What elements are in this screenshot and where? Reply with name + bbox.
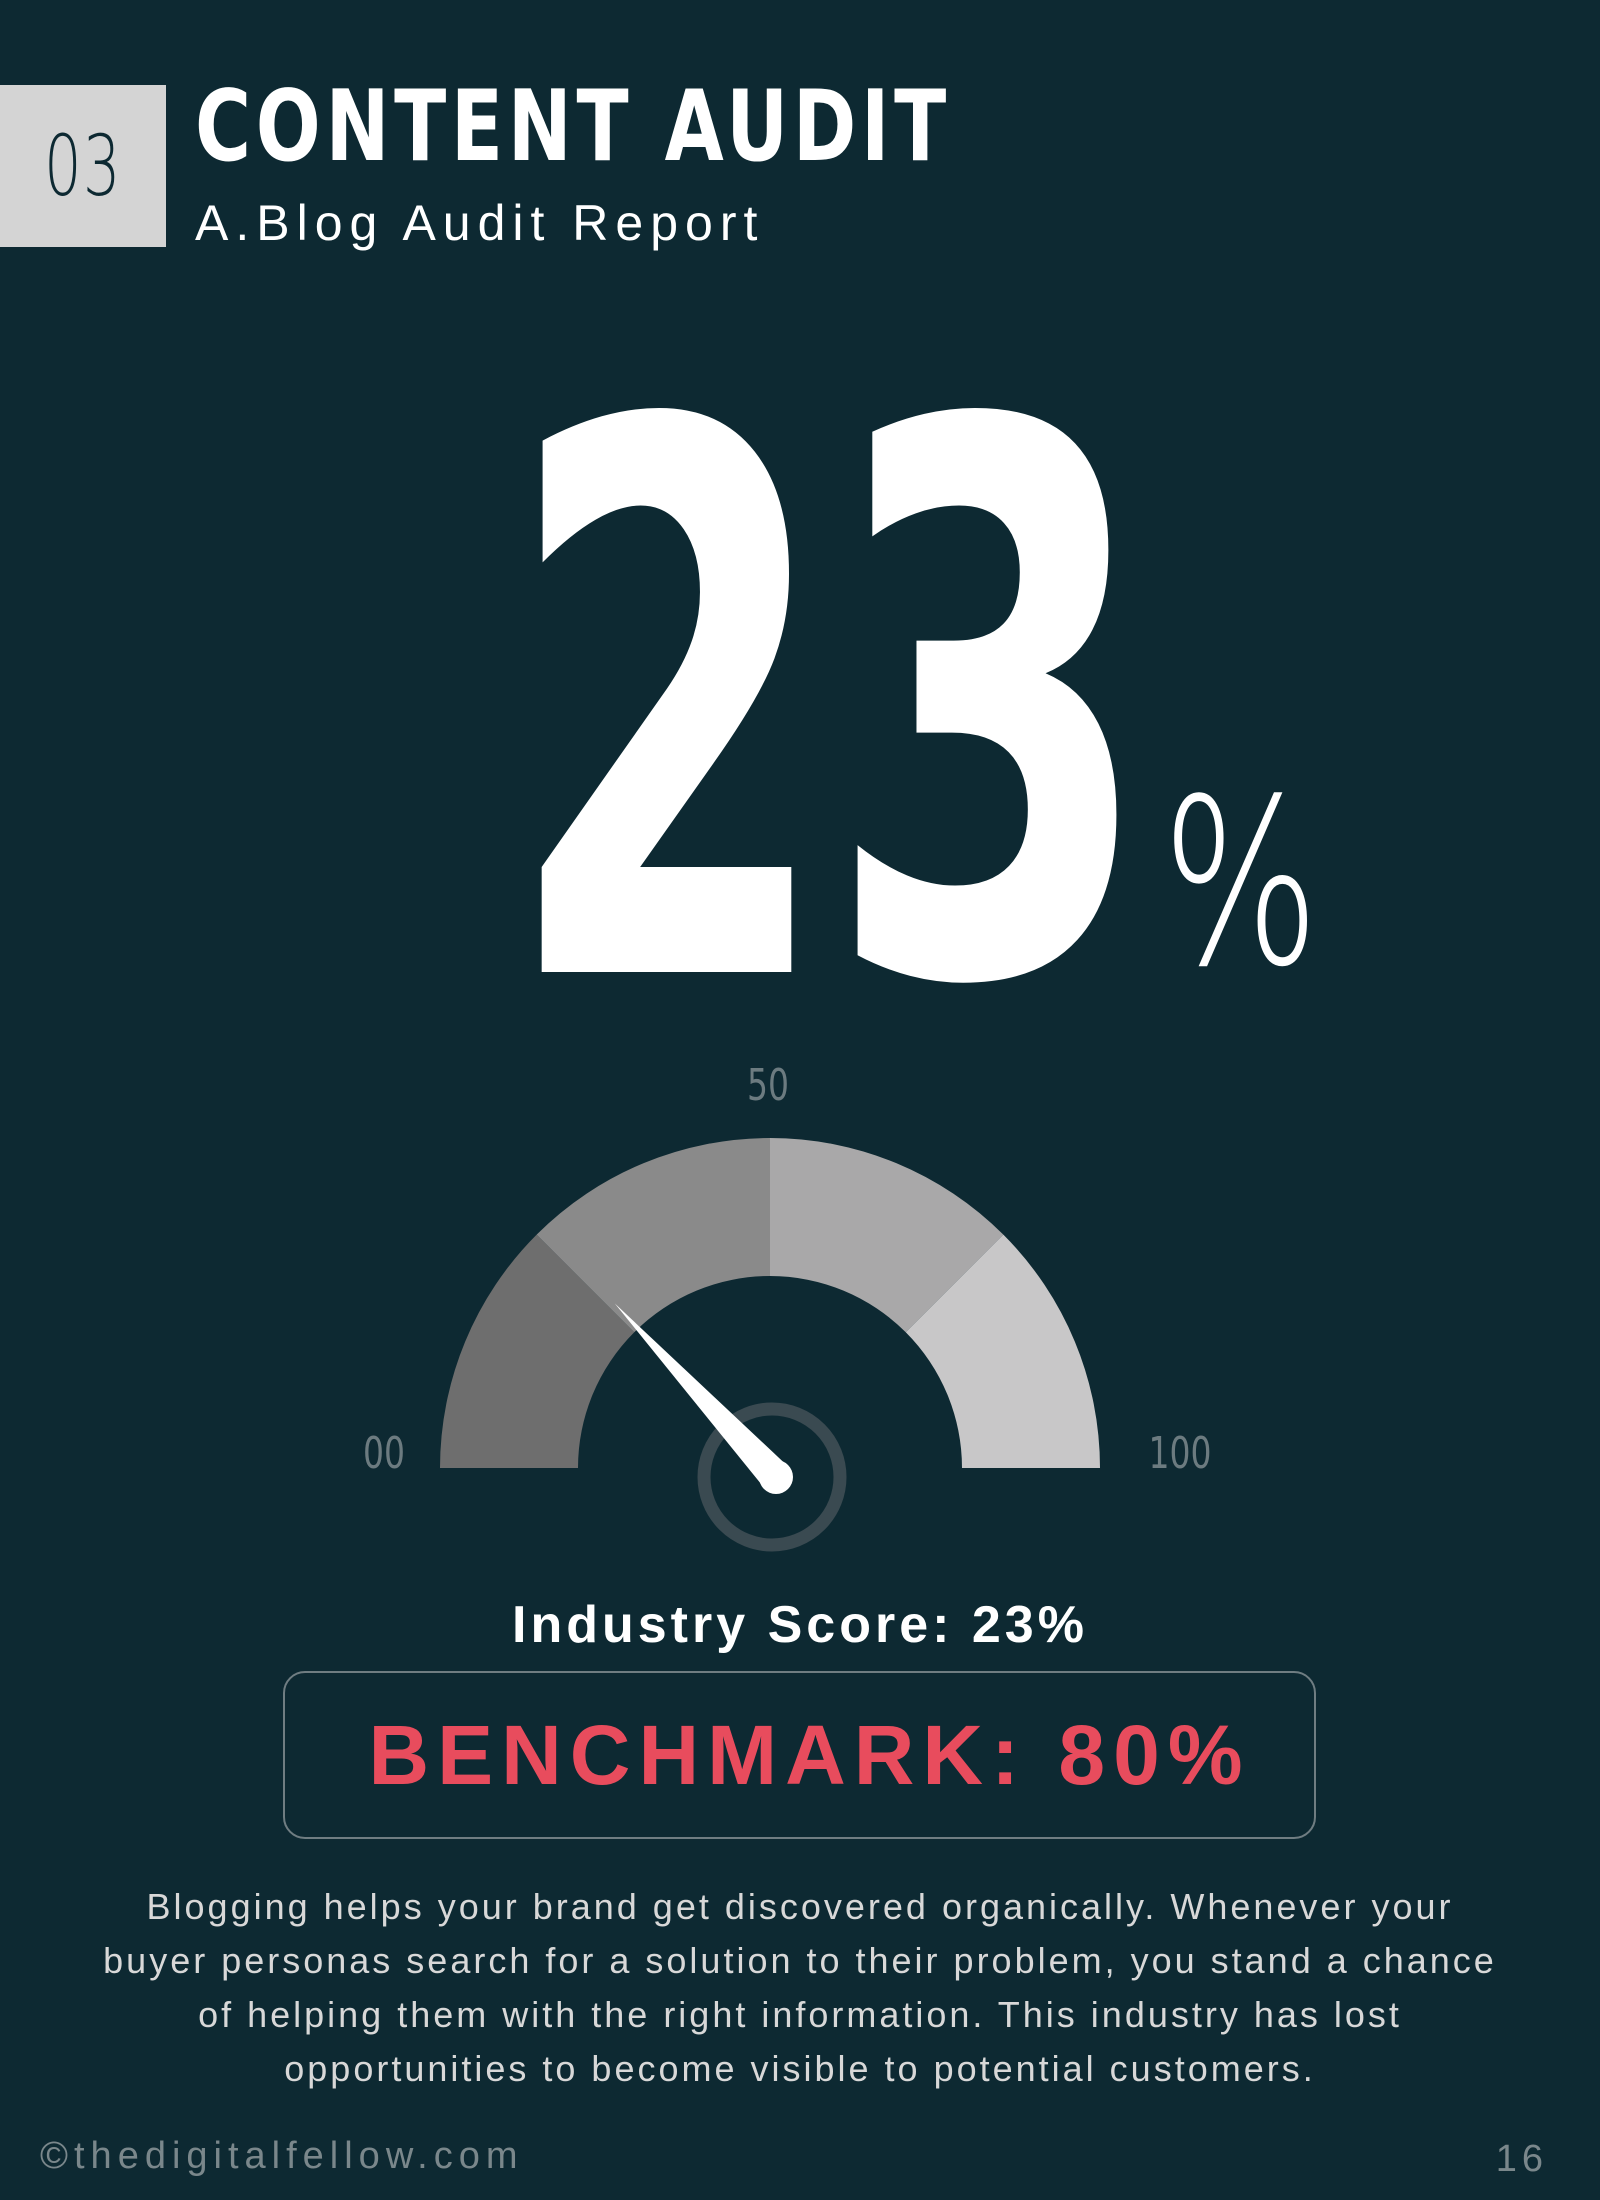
gauge-segment-2 [536, 1138, 770, 1333]
body-line: buyer personas search for a solution to … [103, 1940, 1497, 1981]
footer-copyright: ©thedigitalfellow.com [40, 2135, 524, 2177]
section-number: 03 [44, 117, 122, 215]
page-number: 16 [1495, 2138, 1548, 2180]
body-line: opportunities to become visible to poten… [284, 2048, 1316, 2089]
industry-score: Industry Score: 23% [512, 1596, 1088, 1654]
gauge-hub-ring [697, 1402, 847, 1552]
benchmark-label: BENCHMARK: 80% [368, 1707, 1251, 1802]
gauge-segments [440, 1138, 1100, 1468]
body-line: of helping them with the right informati… [198, 1994, 1402, 2035]
gauge-segment-3 [770, 1138, 1004, 1333]
gauge-segment-4 [905, 1234, 1100, 1468]
benchmark-box: BENCHMARK: 80% [283, 1671, 1316, 1839]
gauge-label-min: 00 [363, 1428, 405, 1479]
section-title: CONTENT AUDIT [195, 70, 951, 184]
gauge-label-mid: 50 [747, 1060, 789, 1111]
gauge-segment-1 [440, 1234, 635, 1468]
gauge-label-max: 100 [1149, 1428, 1212, 1479]
section-subtitle: A.Blog Audit Report [195, 195, 765, 251]
gauge-needle [614, 1303, 788, 1488]
section-number-badge: 03 [0, 85, 166, 247]
headline-percent-sign: % [1162, 751, 1320, 1018]
body-paragraph: Blogging helps your brand get discovered… [70, 1880, 1530, 2096]
body-line: Blogging helps your brand get discovered… [146, 1886, 1454, 1927]
gauge-needle-hub [759, 1460, 793, 1494]
